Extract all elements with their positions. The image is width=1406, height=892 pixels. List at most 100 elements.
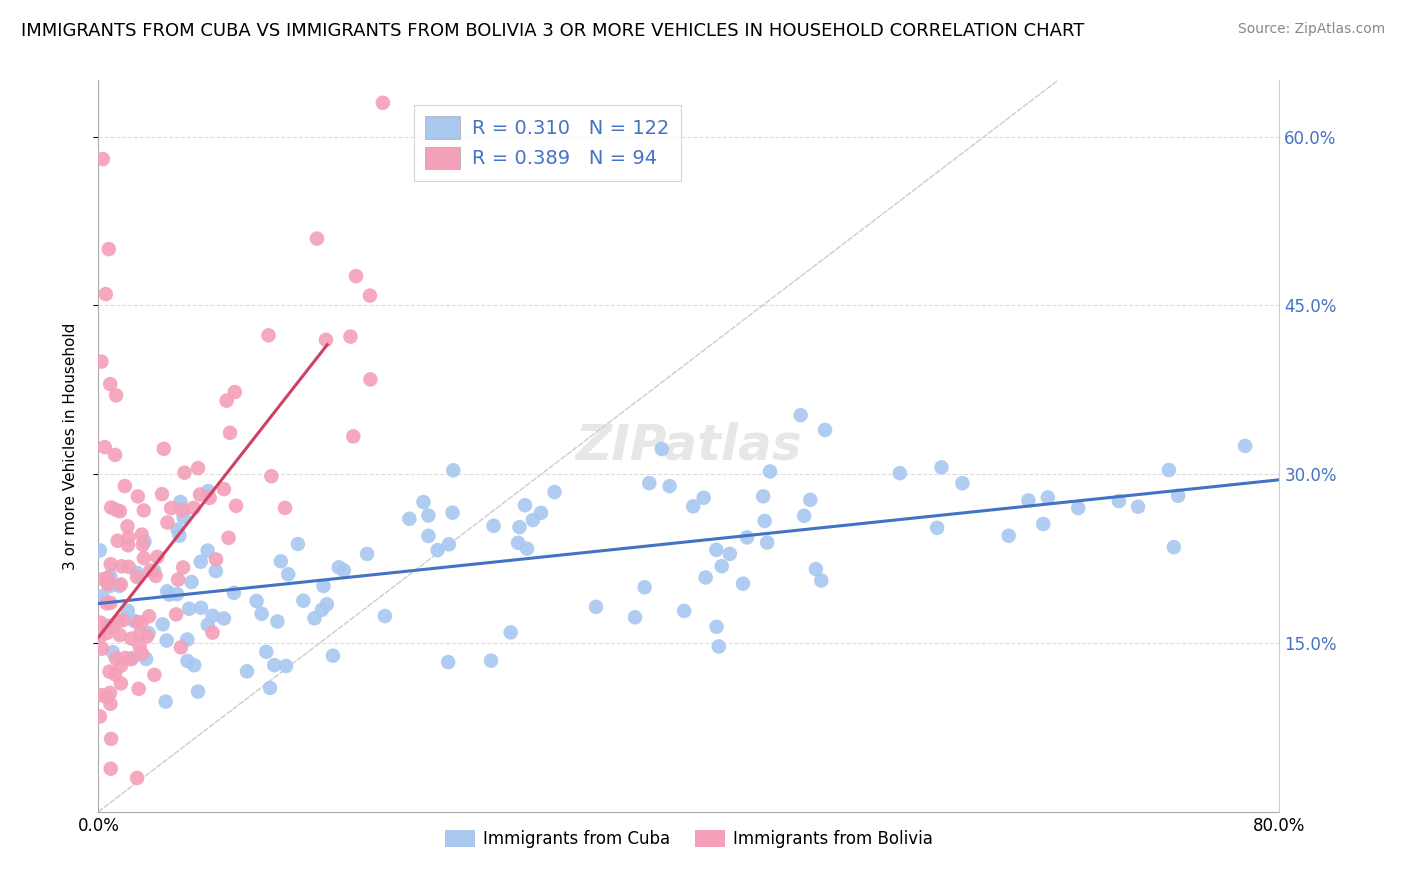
Point xyxy=(426,543,449,558)
Point xyxy=(157,588,180,602)
Point xyxy=(100,596,122,610)
Point xyxy=(412,495,434,509)
Point xyxy=(254,645,277,659)
Point xyxy=(105,503,128,517)
Point xyxy=(759,465,782,479)
Point xyxy=(96,690,118,704)
Point xyxy=(169,529,191,543)
Point xyxy=(97,577,120,591)
Point xyxy=(756,535,779,549)
Point xyxy=(138,626,160,640)
Point xyxy=(799,492,821,507)
Point xyxy=(201,608,224,623)
Point xyxy=(108,504,131,518)
Point xyxy=(167,573,190,587)
Point xyxy=(104,651,127,665)
Point xyxy=(114,479,136,493)
Point xyxy=(205,552,228,566)
Point xyxy=(169,495,191,509)
Point xyxy=(889,466,911,480)
Point xyxy=(110,676,132,690)
Point xyxy=(322,648,344,663)
Point xyxy=(215,393,238,408)
Point xyxy=(132,551,155,566)
Point xyxy=(105,388,128,402)
Point xyxy=(183,500,205,515)
Point xyxy=(176,654,198,668)
Point xyxy=(190,600,212,615)
Point xyxy=(104,667,127,681)
Point xyxy=(138,609,160,624)
Point xyxy=(673,604,696,618)
Point xyxy=(245,594,267,608)
Point xyxy=(131,647,153,661)
Point xyxy=(156,633,179,648)
Point xyxy=(315,333,337,347)
Point xyxy=(166,523,188,537)
Point xyxy=(89,543,111,558)
Point xyxy=(170,640,193,655)
Point xyxy=(165,607,187,622)
Point xyxy=(90,354,112,368)
Point xyxy=(257,328,280,343)
Point xyxy=(997,529,1019,543)
Point xyxy=(132,538,155,552)
Point xyxy=(131,527,153,541)
Point xyxy=(183,658,205,673)
Point xyxy=(156,584,179,599)
Point xyxy=(160,501,183,516)
Point xyxy=(374,609,396,624)
Point xyxy=(1108,494,1130,508)
Point xyxy=(155,695,177,709)
Point xyxy=(96,626,118,640)
Point xyxy=(508,520,530,534)
Point xyxy=(197,484,219,499)
Point xyxy=(107,533,129,548)
Point xyxy=(89,709,111,723)
Point xyxy=(93,572,115,586)
Point xyxy=(952,476,974,491)
Point xyxy=(658,479,681,493)
Point xyxy=(146,549,169,564)
Point xyxy=(121,651,143,665)
Point xyxy=(1036,491,1059,505)
Point xyxy=(117,538,139,552)
Point xyxy=(128,639,150,653)
Point xyxy=(212,482,235,496)
Point xyxy=(117,559,139,574)
Point xyxy=(98,569,121,583)
Point xyxy=(100,731,122,746)
Point xyxy=(125,566,148,580)
Point xyxy=(1163,540,1185,554)
Point xyxy=(120,652,142,666)
Point xyxy=(499,625,522,640)
Point xyxy=(328,560,350,574)
Point xyxy=(98,579,121,593)
Point xyxy=(218,531,240,545)
Point xyxy=(90,688,112,702)
Point xyxy=(311,603,333,617)
Point xyxy=(127,489,149,503)
Point xyxy=(398,512,420,526)
Point xyxy=(1157,463,1180,477)
Point xyxy=(100,558,122,572)
Point xyxy=(101,620,124,634)
Point xyxy=(134,534,156,549)
Point xyxy=(108,579,131,593)
Point xyxy=(114,651,136,665)
Point xyxy=(132,503,155,517)
Point xyxy=(260,469,283,483)
Point xyxy=(638,476,661,491)
Point xyxy=(479,654,502,668)
Point xyxy=(516,541,538,556)
Point xyxy=(633,580,655,594)
Point xyxy=(125,771,148,785)
Point xyxy=(1032,516,1054,531)
Point xyxy=(333,563,356,577)
Point xyxy=(305,231,328,245)
Point xyxy=(152,442,174,456)
Point xyxy=(482,518,505,533)
Point xyxy=(259,681,281,695)
Point xyxy=(94,287,117,301)
Point xyxy=(250,607,273,621)
